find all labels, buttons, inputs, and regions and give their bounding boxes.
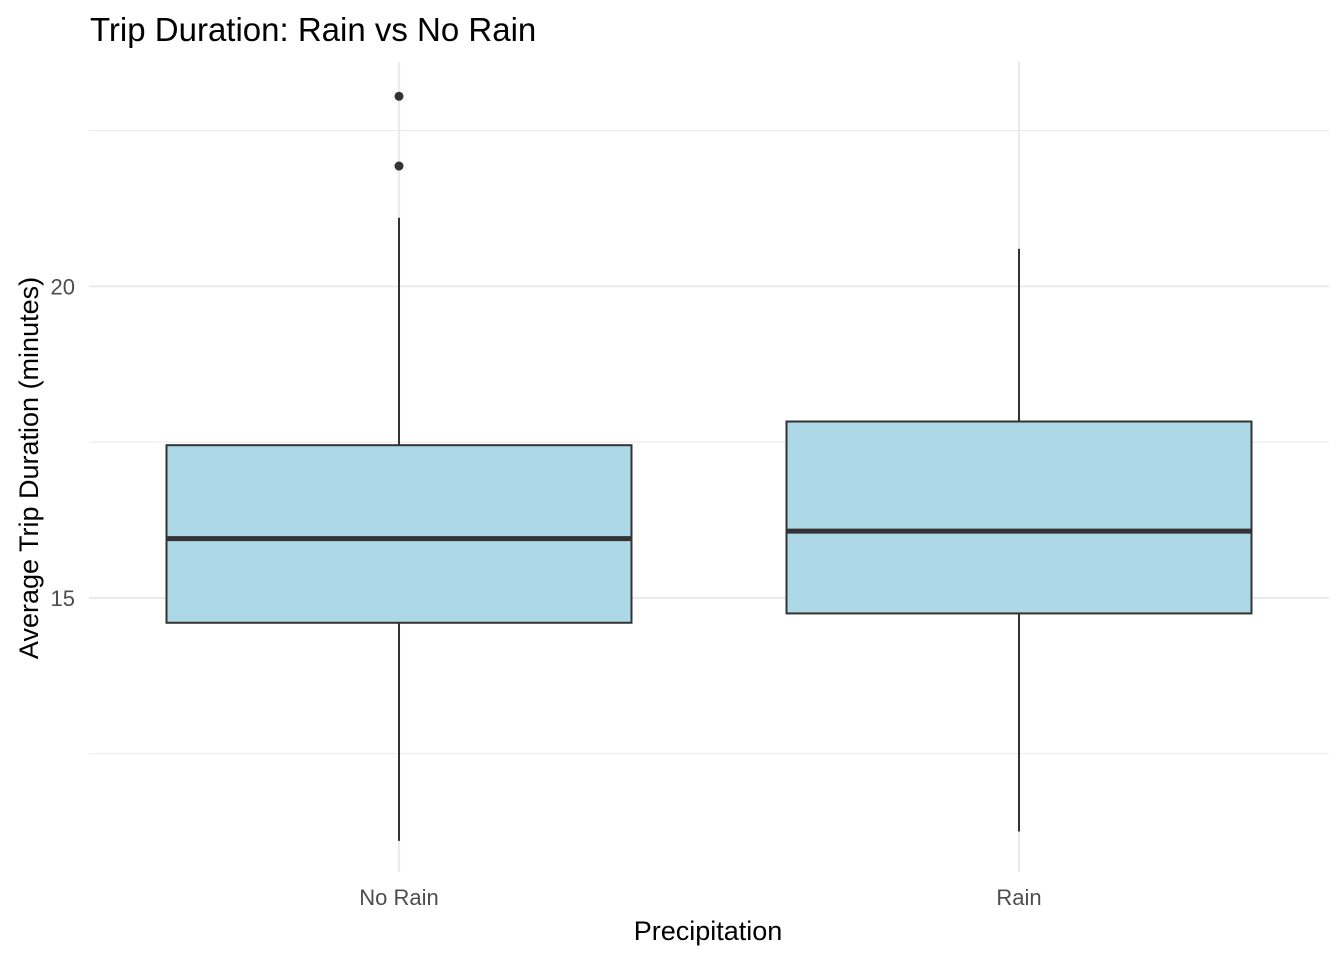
x-axis-title: Precipitation (634, 916, 783, 946)
iqr-box (785, 420, 1253, 615)
tick-layer: 15 20 No Rain Rain (51, 274, 1042, 910)
y-axis-title: Average Trip Duration (minutes) (14, 277, 44, 659)
x-tick-label: Rain (996, 885, 1041, 910)
y-tick-label: 15 (51, 586, 75, 611)
chart-title: Trip Duration: Rain vs No Rain (90, 11, 536, 48)
iqr-box (165, 444, 633, 624)
y-tick-label: 20 (51, 274, 75, 299)
x-tick-label: No Rain (359, 885, 438, 910)
outlier-point (394, 161, 404, 171)
outlier-point (394, 91, 404, 101)
box-layer (165, 91, 1253, 841)
